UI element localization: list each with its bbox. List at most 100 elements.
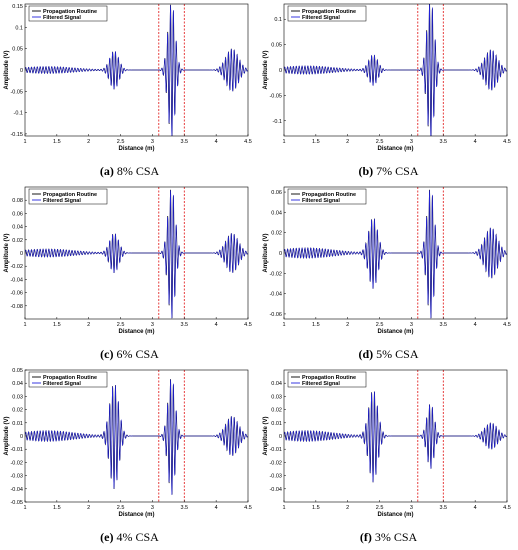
y-tick-label: -0.02 [10,460,23,466]
x-tick-label: 3 [410,505,413,511]
chart-e: 1 1.5 2 2.5 3 3.5 4 4.5 -0.05 -0.04 -0.03 -0.02 -0.0… [4,368,252,518]
x-tick-label: 4.5 [244,505,252,511]
caption-a: (a) 8% CSA [0,164,259,179]
x-tick-label: 3 [151,505,154,511]
y-tick-label: -0.1 [273,119,282,125]
y-tick-label: -0.01 [269,447,282,453]
caption-b-label: (b) [358,164,374,178]
x-tick-label: 1 [23,139,26,145]
y-tick-label: -0.04 [269,292,282,298]
x-tick-label: 3 [151,139,154,145]
y-tick-label: 0 [20,68,23,74]
y-tick-label: 0.02 [12,238,23,244]
caption-c-text: 6% CSA [116,347,159,361]
series-line-filtered-signal [25,379,248,495]
x-tick-label: 1.5 [312,505,320,511]
y-tick-label: 0.03 [271,394,282,400]
legend-box [287,371,367,388]
x-tick-label: 4.5 [503,505,511,511]
caption-e-text: 4% CSA [116,530,159,544]
x-tick-label: 3.5 [180,505,188,511]
x-tick-label: 4 [474,505,477,511]
legend-box [28,188,108,205]
caption-a-text: 8% CSA [116,164,160,178]
x-tick-label: 3.5 [439,322,447,328]
legend-label: Filtered Signal [43,381,81,387]
y-tick-label: 0.03 [12,394,23,400]
x-tick-label: 4 [215,322,218,328]
y-axis-label: Amplitude (V) [4,234,10,273]
x-tick-label: 2 [87,139,90,145]
x-tick-label: 3.5 [180,322,188,328]
x-tick-label: 4.5 [244,139,252,145]
legend-label: Filtered Signal [302,15,340,21]
x-tick-label: 1.5 [312,322,320,328]
y-tick-label: -0.01 [10,447,23,453]
x-tick-label: 3 [410,139,413,145]
y-tick-label: -0.04 [10,487,23,493]
caption-d: (d) 5% CSA [259,347,518,362]
series-line-filtered-signal [25,190,248,319]
y-tick-label: -0.03 [10,474,23,480]
x-tick-label: 1.5 [53,139,61,145]
x-tick-label: 4 [474,139,477,145]
y-tick-label: -0.1 [14,111,23,117]
legend-label: Filtered Signal [43,15,81,21]
x-tick-label: 4.5 [503,322,511,328]
x-axis-label: Distance (m) [118,512,154,518]
y-axis-label: Amplitude (V) [263,51,269,90]
caption-d-text: 5% CSA [376,347,419,361]
y-tick-label: 0.04 [271,210,282,216]
x-axis-label: Distance (m) [377,512,413,518]
caption-f-label: (f) [359,530,372,544]
y-tick-label: -0.02 [269,271,282,277]
y-tick-label: 0.06 [12,211,23,217]
x-tick-label: 4.5 [503,139,511,145]
x-tick-label: 2.5 [376,322,384,328]
x-tick-label: 2.5 [376,139,384,145]
caption-b: (b) 7% CSA [259,164,518,179]
y-tick-label: 0.02 [271,231,282,237]
legend-box [28,5,108,22]
x-tick-label: 2 [346,505,349,511]
chart-d: 1 1.5 2 2.5 3 3.5 4 4.5 -0.06 -0.04 -0.02 0 0.02 0.04… [263,186,511,335]
y-tick-label: -0.04 [10,277,23,283]
y-tick-label: 0.1 [274,17,282,23]
y-tick-label: -0.04 [269,487,282,493]
caption-e-label: (e) [100,530,114,544]
y-tick-label: 0.04 [12,381,23,387]
y-tick-label: 0.05 [271,43,282,49]
y-tick-label: 0.02 [12,408,23,414]
y-tick-label: 0.1 [15,25,23,31]
x-tick-label: 4.5 [244,322,252,328]
caption-e: (e) 4% CSA [0,530,259,545]
x-tick-label: 2.5 [376,505,384,511]
x-tick-label: 1 [23,505,26,511]
y-tick-label: 0.02 [271,408,282,414]
legend-label: Propagation Routine [43,375,97,381]
x-tick-label: 2.5 [117,505,125,511]
caption-b-text: 7% CSA [376,164,419,178]
legend-label: Propagation Routine [302,192,356,198]
y-tick-label: 0 [279,68,282,74]
y-tick-label: 0 [20,434,23,440]
series-line-filtered-signal [284,391,507,483]
series-line-filtered-signal [25,5,248,136]
x-tick-label: 2.5 [117,322,125,328]
y-axis-label: Amplitude (V) [4,417,10,456]
x-tick-label: 2 [346,322,349,328]
chart-b: 1 1.5 2 2.5 3 3.5 4 4.5 -0.1 -0.05 0 0.05 0.1 Distanc… [263,3,511,152]
caption-f: (f) 3% CSA [259,530,518,545]
legend-box [28,371,108,388]
legend-label: Propagation Routine [302,9,356,15]
caption-f-text: 3% CSA [374,530,418,544]
y-axis-label: Amplitude (V) [4,51,10,90]
x-tick-label: 4 [474,322,477,328]
y-tick-label: 0.05 [12,368,23,374]
y-tick-label: 0.15 [12,4,23,10]
panel-b: 1 1.5 2 2.5 3 3.5 4 4.5 -0.1 -0.05 0 0.05 0.1 Distanc… [259,0,518,183]
